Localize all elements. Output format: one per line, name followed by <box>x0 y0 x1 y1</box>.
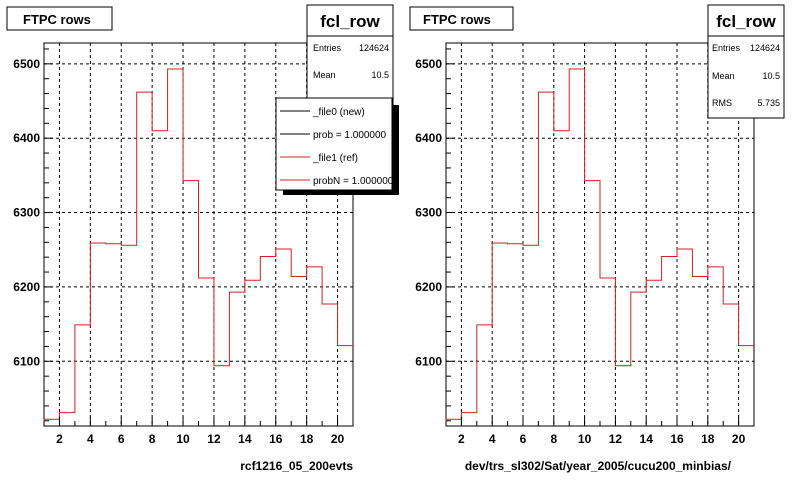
x-tick-label: 14 <box>640 432 654 446</box>
histogram-line <box>43 68 353 426</box>
stats-mean-label: Mean <box>313 70 336 80</box>
y-tick-label: 6300 <box>13 206 40 220</box>
chart-title: FTPC rows <box>23 12 91 27</box>
y-tick-label: 6300 <box>415 206 442 220</box>
y-tick-label: 6400 <box>13 131 40 145</box>
y-axis-ticks: 6100 6200 6300 6400 6500 <box>13 48 53 422</box>
legend-entry-label: _file0 (new) <box>312 107 365 118</box>
x-tick-label: 10 <box>578 432 592 446</box>
x-tick-label: 8 <box>149 432 156 446</box>
y-tick-label: 6500 <box>13 57 40 71</box>
x-tick-label: 14 <box>238 432 252 446</box>
x-tick-label: 16 <box>670 432 684 446</box>
legend-box: _file0 (new) prob = 1.000000 _file1 (ref) p… <box>275 97 399 195</box>
x-tick-label: 18 <box>701 432 715 446</box>
legend-entry-label: probN = 1.000000 <box>313 176 394 187</box>
x-tick-label: 8 <box>550 432 557 446</box>
stats-mean-value: 10.5 <box>762 71 780 81</box>
stats-entries-label: Entries <box>712 43 741 53</box>
x-tick-label: 20 <box>732 432 746 446</box>
x-tick-label: 2 <box>458 432 465 446</box>
stats-rms-value: 5.735 <box>757 98 780 108</box>
y-tick-label: 6200 <box>13 280 40 294</box>
stats-mean-value: 10.5 <box>371 70 389 80</box>
y-tick-label: 6100 <box>13 354 40 368</box>
legend-entry-label: prob = 1.000000 <box>313 130 387 141</box>
x-tick-label: 10 <box>176 432 190 446</box>
stats-box: fcl_row Entries 124624 Mean 10.5 RMS 5.7… <box>707 4 785 119</box>
y-tick-label: 6400 <box>415 131 442 145</box>
histogram-panel-right: FTPC rows 2 4 6 8 10 12 14 16 18 20 6100620063006… <box>409 4 785 473</box>
x-axis-label: rcf1216_05_200evts <box>240 459 353 473</box>
x-axis-ticks: 2 4 6 8 10 12 14 16 18 20 <box>445 417 755 446</box>
stats-box: fcl_row Entries 124624 Mean 10.5 <box>306 4 394 116</box>
x-axis-ticks: 2 4 6 8 10 12 14 16 18 20 <box>43 417 354 446</box>
x-axis-label: dev/trs_sl302/Sat/year_2005/cucu200_minb… <box>465 459 732 473</box>
x-tick-label: 4 <box>87 432 94 446</box>
x-tick-label: 6 <box>520 432 527 446</box>
x-tick-label: 6 <box>118 432 125 446</box>
stats-rms-label: RMS <box>712 98 732 108</box>
chart-title: FTPC rows <box>423 12 491 27</box>
x-tick-label: 2 <box>56 432 63 446</box>
histogram-panel-left: FTPC rows 2 4 6 8 10 12 14 16 18 20 6100620063006… <box>6 4 399 473</box>
stats-mean-label: Mean <box>712 71 735 81</box>
x-tick-label: 4 <box>489 432 496 446</box>
title-box <box>6 6 113 31</box>
x-tick-label: 12 <box>207 432 221 446</box>
legend-entry-label: _file1 (ref) <box>312 153 358 164</box>
title-box <box>409 6 514 31</box>
histogram-line <box>445 68 754 426</box>
y-axis-ticks: 6100 6200 6300 6400 6500 <box>415 48 455 422</box>
x-tick-label: 20 <box>331 432 345 446</box>
stats-entries-value: 124624 <box>750 43 780 53</box>
x-tick-label: 16 <box>269 432 283 446</box>
stats-entries-value: 124624 <box>359 43 389 53</box>
stats-entries-label: Entries <box>313 43 342 53</box>
y-tick-label: 6500 <box>415 57 442 71</box>
y-tick-label: 6200 <box>415 280 442 294</box>
x-tick-label: 18 <box>300 432 314 446</box>
stats-name: fcl_row <box>716 12 776 31</box>
x-tick-label: 12 <box>609 432 623 446</box>
y-tick-label: 6100 <box>415 354 442 368</box>
stats-name: fcl_row <box>320 12 380 31</box>
